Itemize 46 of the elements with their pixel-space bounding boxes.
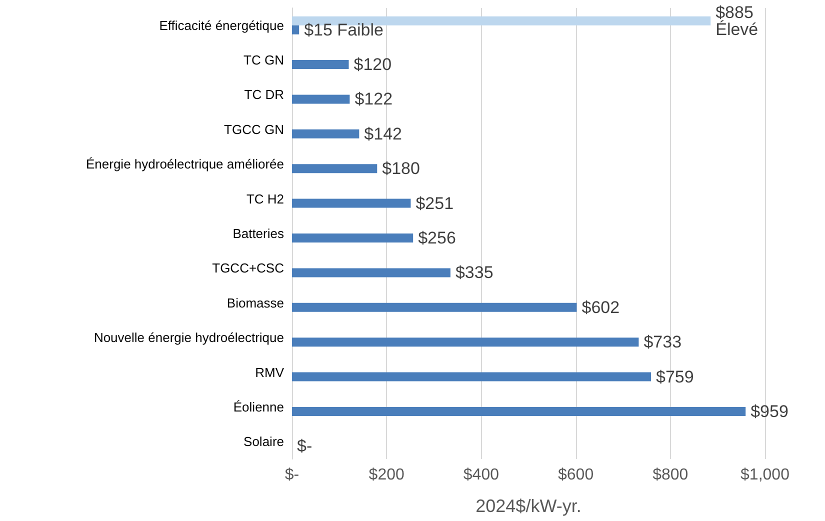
bar bbox=[292, 406, 746, 416]
x-tick-label: $1,000 bbox=[740, 466, 790, 484]
bar bbox=[292, 60, 349, 70]
data-label: $122 bbox=[354, 90, 393, 109]
y-tick-label: TGCC GN bbox=[224, 122, 284, 137]
data-label: $180 bbox=[382, 159, 420, 178]
x-tick-label: $400 bbox=[463, 466, 500, 484]
data-label: $- bbox=[297, 436, 312, 456]
y-tick-label: TC GN bbox=[244, 52, 284, 68]
x-tick-label: $800 bbox=[652, 466, 688, 484]
text: $15 Faible bbox=[304, 20, 384, 40]
bar bbox=[292, 198, 411, 208]
y-tick-label: Batteries bbox=[232, 226, 284, 241]
data-label: $120 bbox=[354, 55, 392, 74]
series-label: Élevé bbox=[716, 20, 758, 39]
bar bbox=[292, 234, 414, 242]
data-label: $602 bbox=[582, 298, 620, 317]
bar bbox=[292, 164, 378, 174]
bar bbox=[292, 94, 350, 104]
data-label: $335 bbox=[455, 263, 494, 282]
y-tick-label: Efficacité énergétique bbox=[159, 18, 284, 33]
bar bbox=[292, 268, 450, 278]
y-tick-label: Énergie hydroélectrique améliorée bbox=[86, 156, 284, 172]
y-tick-label: TC H2 bbox=[246, 191, 284, 206]
x-tick-label: $200 bbox=[368, 466, 404, 484]
y-tick-label: TC DR bbox=[244, 87, 284, 102]
bar bbox=[292, 25, 300, 34]
y-tick-label: TGCC+CSC bbox=[212, 260, 284, 276]
data-label: $759 bbox=[656, 367, 694, 386]
bar bbox=[292, 302, 577, 312]
data-label: $142 bbox=[364, 124, 402, 144]
data-label: $959 bbox=[750, 402, 788, 421]
x-axis-title: 2024$/kW-yr. bbox=[476, 496, 582, 516]
bar bbox=[292, 338, 639, 347]
x-tick-label: $600 bbox=[558, 466, 594, 484]
y-tick-label: RMV bbox=[255, 364, 284, 380]
x-tick-label: $- bbox=[284, 466, 300, 484]
bar bbox=[292, 372, 652, 382]
data-label: $251 bbox=[416, 194, 454, 213]
y-tick-label: Éolienne bbox=[233, 399, 284, 414]
data-label: $256 bbox=[418, 228, 456, 248]
data-label: $733 bbox=[644, 332, 682, 352]
y-tick-label: Nouvelle énergie hydroélectrique bbox=[94, 330, 284, 346]
y-tick-label: Biomasse bbox=[226, 295, 284, 310]
y-tick-label: Solaire bbox=[244, 434, 284, 450]
bar bbox=[292, 129, 360, 138]
